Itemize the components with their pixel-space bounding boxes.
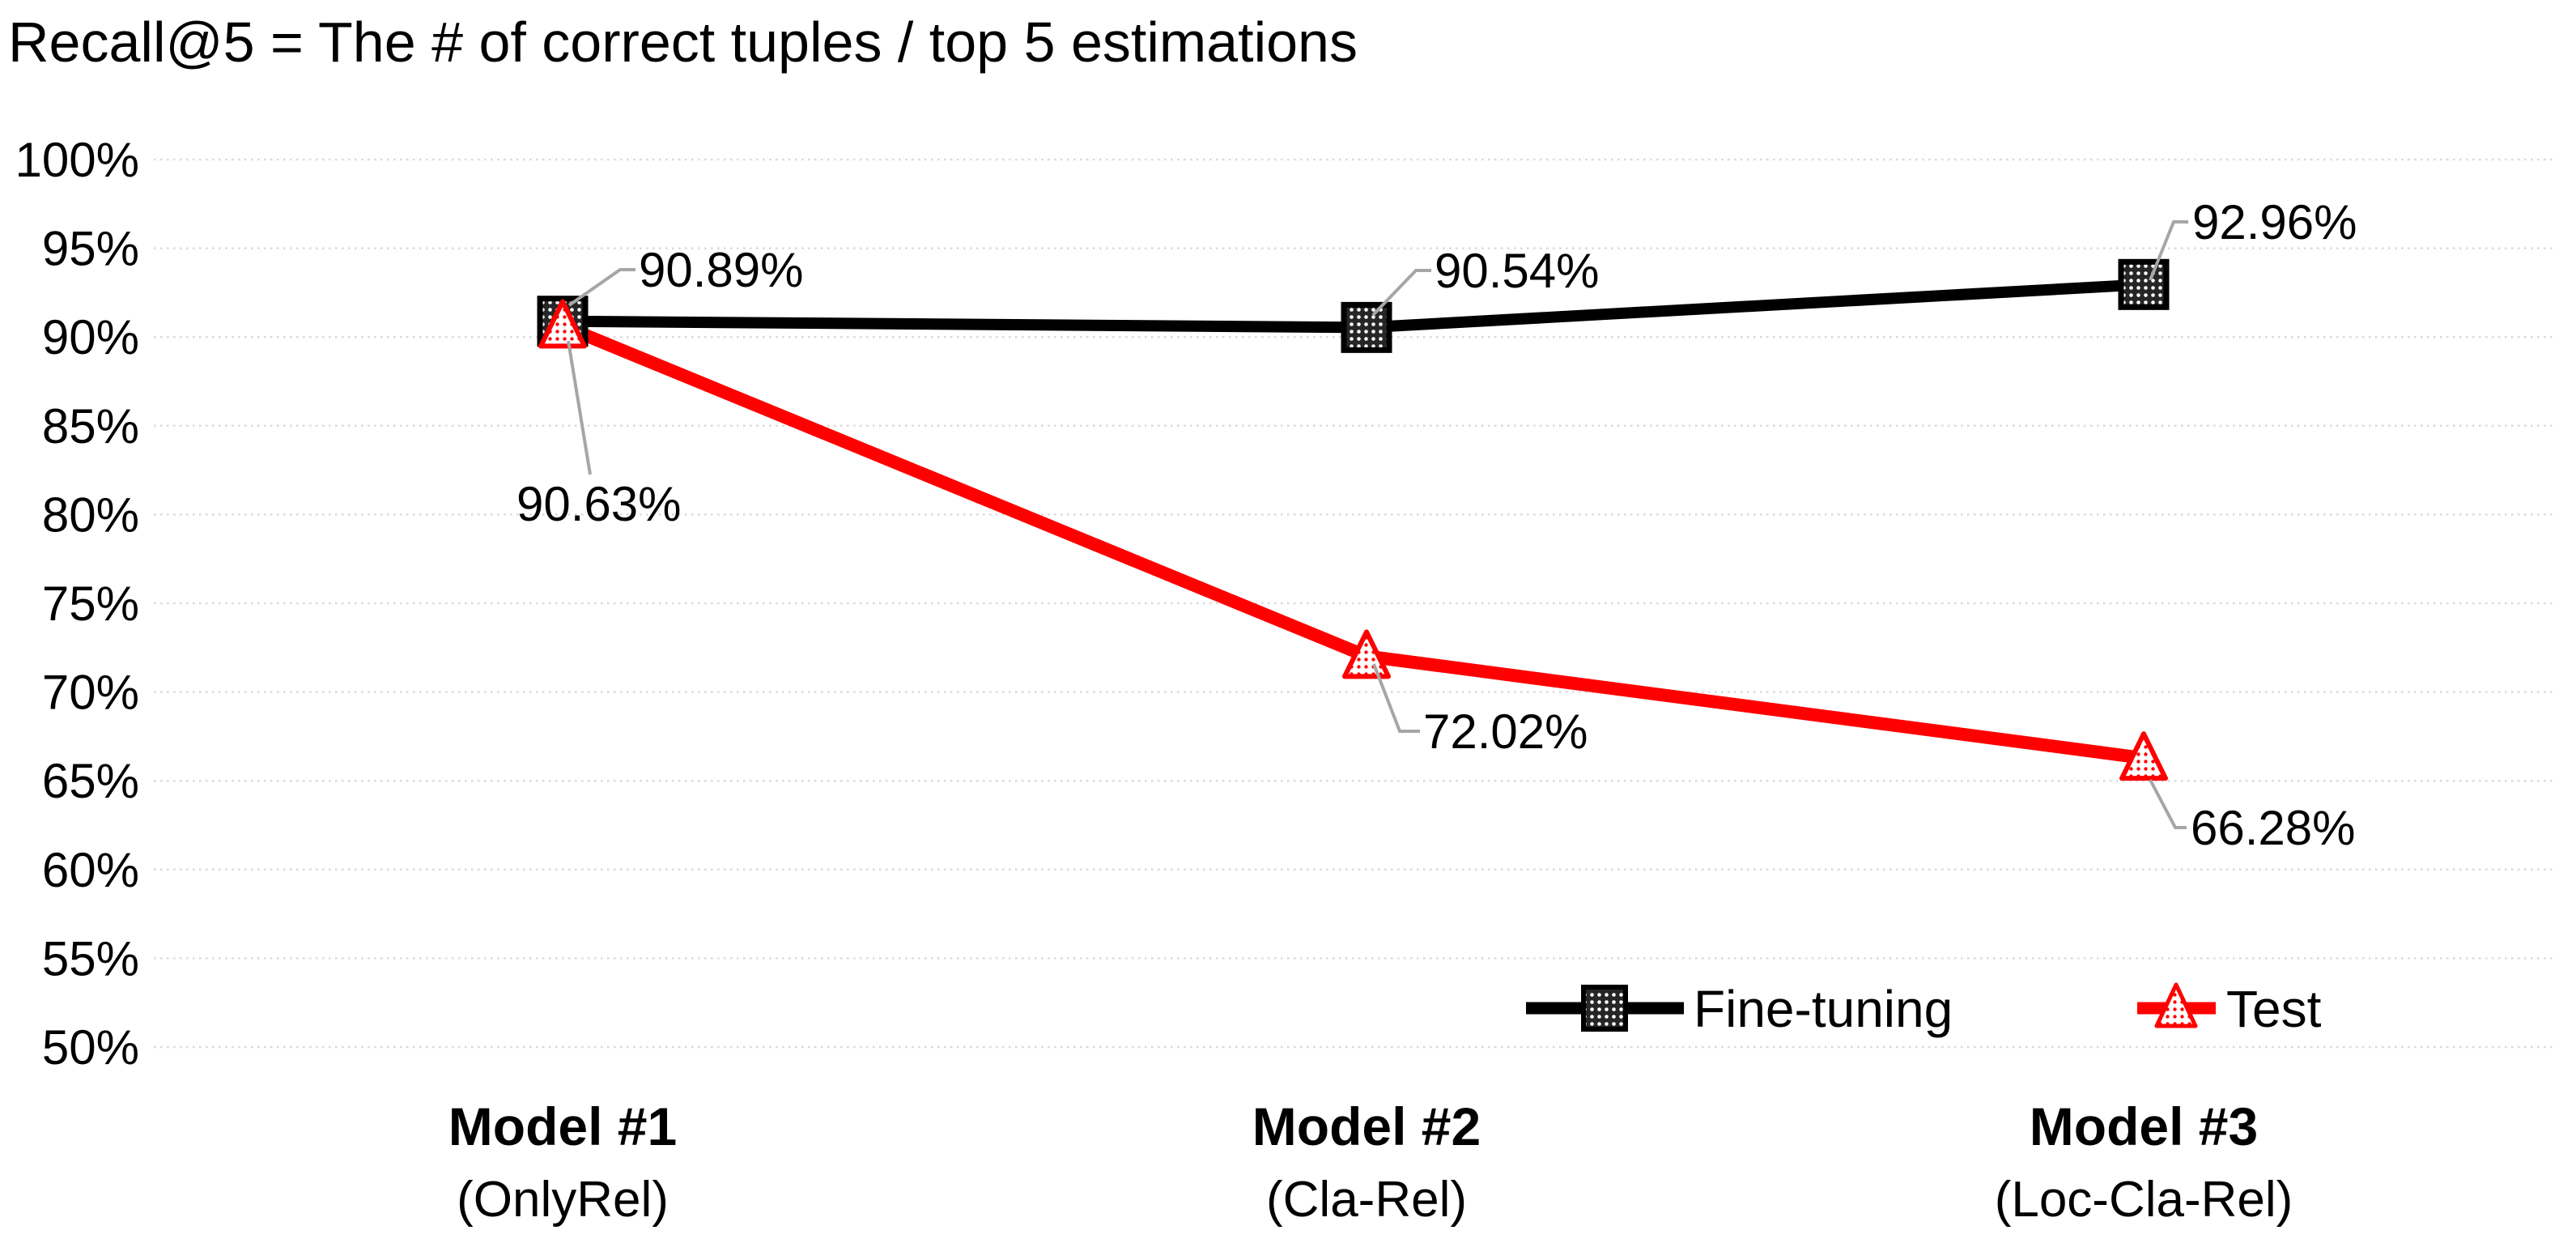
data-label: 72.02% xyxy=(1423,705,1588,759)
y-axis-tick-label: 75% xyxy=(42,577,139,631)
series-line-test xyxy=(559,319,2145,765)
data-label: 90.89% xyxy=(639,243,804,297)
y-axis-tick-label: 100% xyxy=(15,133,139,187)
series-lines-group xyxy=(559,279,2145,765)
x-category-label-line1: Model #2 xyxy=(1252,1096,1481,1156)
y-axis-tick-label: 65% xyxy=(42,754,139,808)
series-markers-group xyxy=(537,258,2170,781)
data-label: 90.63% xyxy=(516,477,682,531)
y-axis-tick-label: 95% xyxy=(42,222,139,276)
legend-label: Test xyxy=(2226,980,2322,1038)
data-label: 66.28% xyxy=(2191,801,2356,855)
data-label: 92.96% xyxy=(2192,195,2357,249)
legend-square-marker xyxy=(1581,985,1628,1032)
x-category-label-line2: (OnlyRel) xyxy=(457,1172,669,1228)
leader-line xyxy=(567,340,592,475)
test-triangle-marker xyxy=(2119,731,2168,781)
y-axis-tick-label: 60% xyxy=(42,843,139,897)
leader-line xyxy=(1371,269,1431,317)
leader-line xyxy=(2149,220,2188,281)
test-triangle-marker xyxy=(538,299,587,349)
leader-lines-group xyxy=(567,220,2188,829)
test-triangle-marker xyxy=(1342,629,1391,679)
y-axis-ticks-group: 50% 55% 60% 65% 70% 75% 80% 85% 90% 95% 100% xyxy=(15,133,139,1075)
leader-line xyxy=(567,268,635,307)
leader-line xyxy=(1372,663,1420,733)
x-axis-labels-group: Model #1 (OnlyRel) Model #2 (Cla-Rel) Model … xyxy=(448,1096,2293,1228)
x-category-label-line1: Model #3 xyxy=(2030,1096,2258,1156)
chart-title: Recall@5 = The # of correct tuples / top… xyxy=(8,11,1358,74)
y-axis-tick-label: 55% xyxy=(42,931,139,985)
y-axis-tick-label: 85% xyxy=(42,399,139,453)
gridlines-group xyxy=(154,158,2554,1049)
x-category-label-line2: (Cla-Rel) xyxy=(1266,1172,1467,1228)
y-axis-tick-label: 70% xyxy=(42,666,139,720)
data-labels-group: 90.89% 90.54% 92.96% 90.63% 72.02% 66.28% xyxy=(516,195,2357,855)
fine-tuning-square-marker xyxy=(1341,301,1392,353)
fine-tuning-square-marker xyxy=(2118,258,2170,310)
legend-label: Fine-tuning xyxy=(1694,980,1953,1038)
data-label: 90.54% xyxy=(1435,244,1600,298)
y-axis-tick-label: 80% xyxy=(42,487,139,542)
legend-triangle-marker xyxy=(2154,982,2198,1028)
leader-line xyxy=(2149,779,2187,829)
x-category-label-line2: (Loc-Cla-Rel) xyxy=(1995,1172,2293,1228)
x-category-label-line1: Model #1 xyxy=(448,1096,677,1156)
y-axis-tick-label: 50% xyxy=(42,1020,139,1075)
legend-group: Fine-tuning Test xyxy=(1526,980,2322,1038)
y-axis-tick-label: 90% xyxy=(42,310,139,364)
